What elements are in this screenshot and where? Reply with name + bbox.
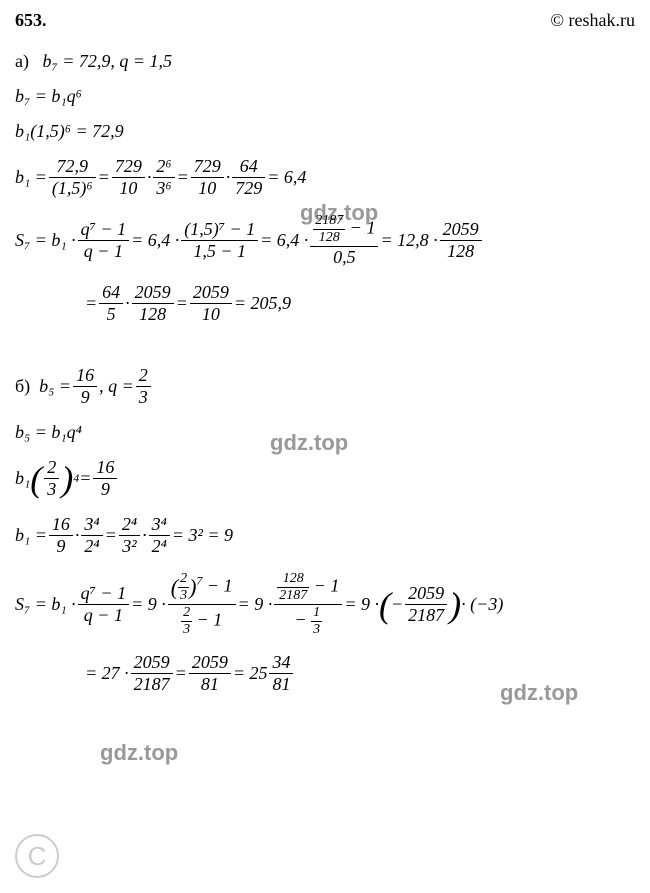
problem-number: 653.: [15, 10, 47, 31]
part-b-label: б): [15, 376, 30, 397]
site-credit: © reshak.ru: [550, 10, 635, 31]
b1-calculation: b₁ = 169 · 3⁴2⁴ = 2⁴3² · 3⁴2⁴ = 3² = 9: [15, 514, 635, 557]
s7-calculation-cont: = 27 · 20592187 = 205981 = 25 3481: [85, 652, 635, 695]
s7-calculation-cont: = 645 · 2059128 = 205910 = 205,9: [85, 282, 635, 325]
s7-calculation: S₇ = b₁ · q⁷ − 1q − 1 = 9 · (23)7 − 1 23…: [15, 571, 635, 638]
copyright-icon: C: [15, 834, 59, 878]
part-a-label: a): [15, 51, 29, 71]
b1-calculation: b₁ = 72,9(1,5)⁶ = 72910 · 2⁶3⁶ = 72910 ·…: [15, 156, 635, 199]
formula: b₇ = b₁q⁶: [15, 86, 635, 107]
s7-calculation: S₇ = b₁ · q⁷ − 1q − 1 = 6,4 · (1,5)⁷ − 1…: [15, 213, 635, 268]
formula: b₁ ( 23 ) 4 = 169: [15, 457, 635, 500]
formula: b₁(1,5)⁶ = 72,9: [15, 121, 635, 142]
part-a-given: b₇ = 72,9, q = 1,5: [42, 51, 172, 71]
formula: b₅ = b₁q⁴: [15, 422, 635, 443]
part-b-given: b₅ =: [39, 376, 71, 397]
watermark: gdz.top: [100, 740, 178, 766]
